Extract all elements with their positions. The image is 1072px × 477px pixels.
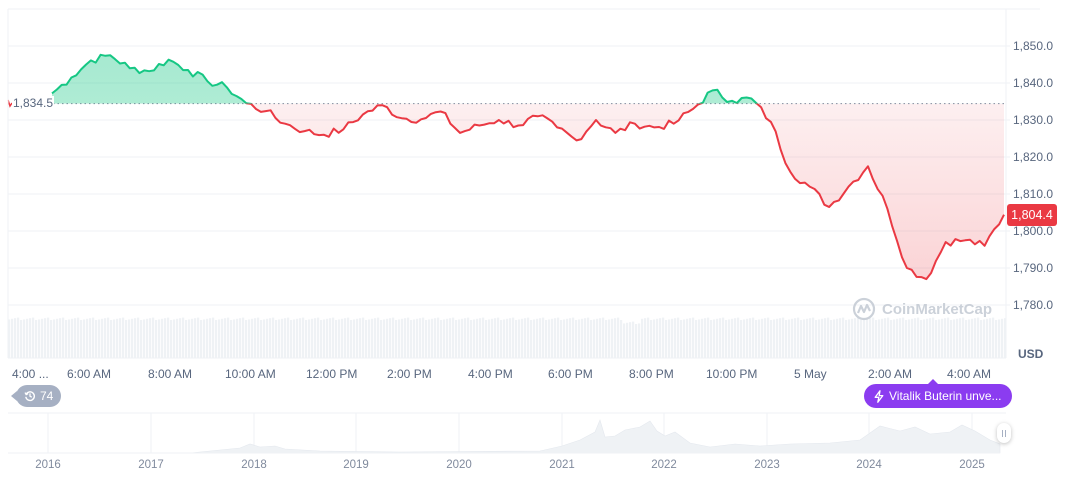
history-count: 74	[40, 389, 54, 403]
x-tick-label: 12:00 PM	[306, 367, 358, 381]
current-price-badge: 1,804.4	[1007, 204, 1057, 226]
history-badge[interactable]: 74	[10, 385, 62, 407]
range-handle-icon[interactable]	[997, 423, 1011, 443]
history-clock-icon	[24, 391, 36, 402]
x-tick-label: 6:00 AM	[67, 367, 112, 381]
x-tick-label: 4:00 AM	[947, 367, 992, 381]
y-tick-label: 1,830.0	[1013, 113, 1054, 127]
y-tick-label: 1,800.0	[1013, 224, 1054, 238]
watermark: CoinMarketCap	[852, 297, 992, 321]
navigator-year-label: 2024	[856, 459, 882, 471]
x-tick-label: 6:00 PM	[548, 367, 593, 381]
watermark-text: CoinMarketCap	[882, 300, 993, 318]
x-tick-label: 2:00 AM	[868, 367, 913, 381]
x-tick-label: 5 May	[794, 367, 827, 381]
y-tick-label: 1,820.0	[1013, 150, 1054, 164]
y-tick-label: 1,790.0	[1013, 261, 1054, 275]
coinmarketcap-logo-icon	[852, 297, 876, 321]
navigator-year-label: 2019	[343, 459, 369, 471]
y-tick-label: 1,850.0	[1013, 39, 1054, 53]
x-tick-label: 4:00 PM	[468, 367, 513, 381]
navigator-year-label: 2020	[446, 459, 472, 471]
navigator-year-label: 2021	[549, 459, 575, 471]
y-tick-label: 1,780.0	[1013, 298, 1054, 312]
volume-bars	[8, 317, 1007, 358]
navigator-year-label: 2018	[241, 459, 267, 471]
currency-label: USD	[1018, 347, 1044, 361]
x-tick-label: 10:00 PM	[706, 367, 758, 381]
x-tick-label: 2:00 PM	[387, 367, 432, 381]
news-event-badge[interactable]: Vitalik Buterin unve...	[864, 379, 1012, 408]
x-tick-label: 4:00 ...	[12, 367, 49, 381]
navigator-year-label: 2022	[651, 459, 677, 471]
price-line	[7, 53, 1005, 281]
navigator-year-label: 2016	[35, 459, 61, 471]
navigator-year-label: 2017	[138, 459, 164, 471]
x-tick-label: 10:00 AM	[225, 367, 276, 381]
x-tick-label: 8:00 PM	[629, 367, 674, 381]
range-navigator[interactable]	[8, 412, 1006, 454]
navigator-year-label: 2023	[754, 459, 780, 471]
y-tick-label: 1,840.0	[1013, 76, 1054, 90]
baseline-price-label: 1,834.5	[12, 96, 55, 110]
navigator-year-label: 2025	[959, 459, 985, 471]
x-tick-label: 8:00 AM	[148, 367, 193, 381]
lightning-bolt-icon	[874, 389, 884, 403]
y-tick-label: 1,810.0	[1013, 187, 1054, 201]
news-headline: Vitalik Buterin unve...	[889, 389, 1002, 403]
